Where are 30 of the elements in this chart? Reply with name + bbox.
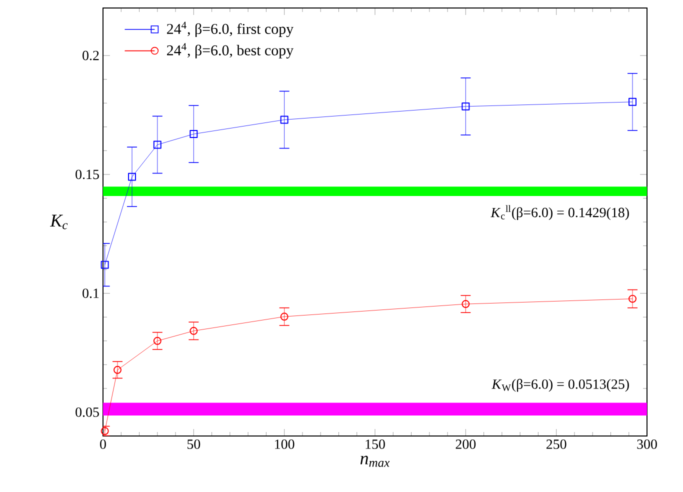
x-tick-label: 300 xyxy=(637,440,657,449)
x-tick-label: 0 xyxy=(100,440,106,449)
band-label: K$_{c}$$^{ll}$(β=6.0) = 0.1429(18) xyxy=(490,205,629,220)
point xyxy=(462,102,470,110)
point xyxy=(100,260,109,269)
point xyxy=(280,116,288,124)
point xyxy=(190,326,198,335)
point xyxy=(128,172,136,181)
legend-label: 24$^{4}$, β=6.0, best copy xyxy=(167,43,294,58)
point xyxy=(628,294,636,303)
x-tick-label: 50 xyxy=(188,440,200,449)
x-axis-title: n$_{max}$ xyxy=(360,456,390,467)
y-tick-label: 0.2 xyxy=(82,50,99,60)
legend-label: 24$^{4}$, β=6.0, first copy xyxy=(167,22,294,38)
y-axis-title: K$_{c}$ xyxy=(50,214,68,230)
x-tick-label: 200 xyxy=(456,440,476,449)
point xyxy=(190,130,198,138)
point xyxy=(114,366,122,374)
x-tick-label: 100 xyxy=(275,440,294,449)
x-tick-label: 250 xyxy=(546,440,566,449)
x-tick-label: 150 xyxy=(366,440,385,449)
point xyxy=(153,140,162,149)
point xyxy=(280,312,288,321)
point xyxy=(153,336,162,345)
y-tick-label: 0.15 xyxy=(76,170,99,180)
y-tick-label: 0.05 xyxy=(76,407,99,417)
point xyxy=(462,300,470,308)
y-tick-label: 0.1 xyxy=(82,288,99,298)
band-label: K$_{W}$(β=6.0) = 0.0513(25) xyxy=(492,378,629,392)
point xyxy=(628,98,636,106)
